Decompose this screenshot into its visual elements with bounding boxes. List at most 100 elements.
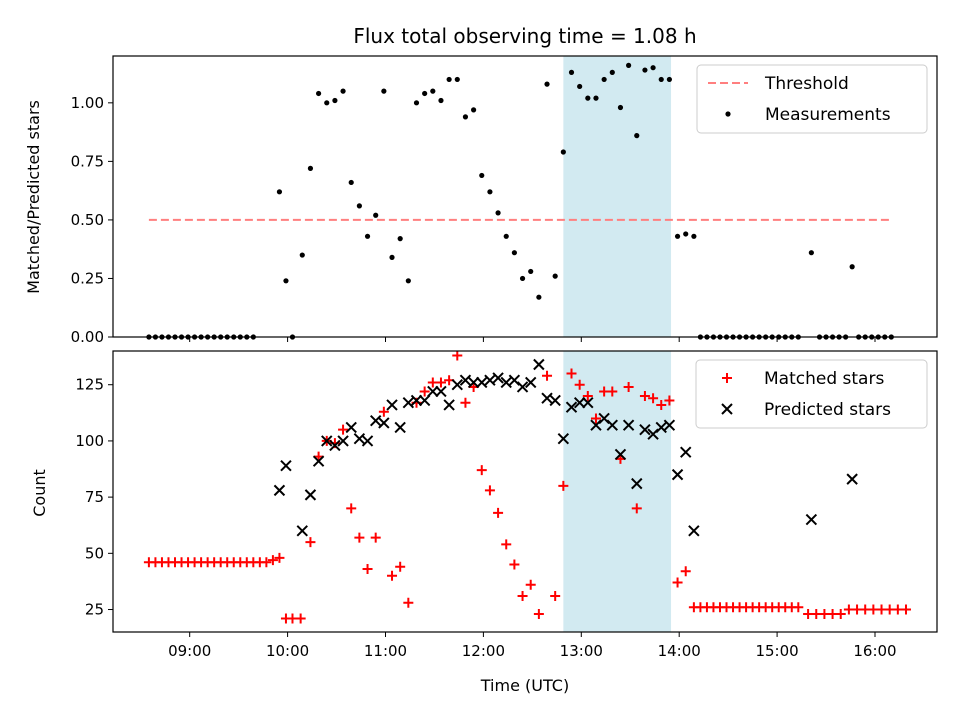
measurement-point [601, 76, 607, 83]
bottom-y-tick-label: 50 [85, 544, 104, 562]
matched-star-point [542, 370, 553, 381]
predicted-star-point [590, 419, 602, 431]
predicted-star-point [418, 394, 431, 407]
matched-star-point [362, 564, 373, 575]
bottom-y-tick-label: 100 [75, 432, 104, 450]
measurement-point [495, 210, 501, 216]
predicted-star-point [565, 401, 578, 413]
measurement-point [299, 252, 305, 258]
measurement-point [381, 88, 387, 94]
measurement-point [373, 212, 379, 218]
predicted-star-point [549, 394, 561, 407]
measurement-point [422, 90, 428, 97]
measurement-point [691, 233, 697, 239]
predicted-star-point [451, 379, 463, 391]
predicted-star-point [410, 394, 423, 407]
x-axis-label: Time (UTC) [480, 676, 569, 695]
legend-measurements-label: Measurements [765, 105, 891, 125]
predicted-star-point [500, 376, 512, 389]
predicted-star-point [273, 484, 286, 497]
predicted-star-point [805, 513, 818, 526]
matched-star-point [517, 591, 528, 602]
predicted-star-point [476, 376, 488, 389]
legend-predicted-swatch [721, 403, 733, 415]
matched-star-point [525, 579, 536, 590]
measurement-point [413, 100, 420, 106]
bottom-y-tick-label: 25 [85, 601, 104, 619]
matched-star-point [623, 381, 634, 392]
top-y-tick-label: 0.50 [71, 211, 104, 229]
matched-star-point [631, 503, 642, 514]
predicted-star-point [846, 473, 858, 485]
matched-star-point [590, 413, 601, 424]
measurement-point [471, 107, 477, 113]
predicted-star-point [516, 381, 529, 393]
predicted-star-point [353, 432, 366, 445]
predicted-star-point [321, 435, 333, 447]
matched-star-point [607, 386, 618, 397]
measurement-point [666, 76, 673, 83]
matched-star-point [835, 609, 846, 620]
measurement-point [405, 278, 411, 284]
bottom-axes-frame [112, 350, 938, 633]
matched-star-point [566, 368, 577, 379]
measurement-point [634, 133, 640, 139]
legend-measurement-swatch [725, 111, 731, 117]
predicted-star-point [386, 399, 398, 411]
predicted-star-point [484, 374, 496, 386]
predicted-star-point [329, 439, 341, 452]
matched-star-point [354, 532, 365, 543]
measurement-point [315, 90, 322, 97]
measurement-point [674, 233, 681, 239]
matched-star-point [558, 480, 569, 491]
measurement-point [577, 83, 583, 90]
predicted-star-point [663, 419, 676, 431]
matched-star-point [484, 485, 495, 496]
measurement-point [438, 97, 444, 104]
matched-star-point [680, 566, 691, 577]
measurement-point [479, 172, 485, 179]
top-y-tick-label: 0.25 [71, 269, 104, 287]
measurement-point [560, 149, 566, 155]
predicted-star-point [688, 525, 700, 537]
measurement-point [544, 81, 550, 87]
bottom-y-axis-label: Count [30, 469, 49, 517]
matched-star-point [476, 465, 487, 476]
measurement-point [364, 233, 371, 239]
measurement-point [593, 95, 599, 101]
measurement-point [528, 268, 534, 275]
matched-star-point [274, 552, 285, 563]
matched-star-point [648, 393, 659, 404]
legend-predicted-label: Predicted stars [764, 400, 891, 420]
x-tick-label: 10:00 [266, 642, 309, 660]
matched-star-point [900, 604, 911, 615]
measurement-point [552, 273, 558, 279]
matched-star-point [346, 503, 357, 514]
matched-star-point [387, 570, 398, 581]
measurement-point [389, 254, 395, 260]
top-y-tick-label: 0.00 [71, 328, 104, 346]
measurement-point [307, 165, 314, 171]
x-tick-label: 11:00 [364, 642, 407, 660]
predicted-star-point [639, 423, 651, 436]
matched-star-point [395, 561, 406, 572]
matched-star-point [550, 591, 561, 602]
predicted-star-point [533, 358, 545, 371]
matched-star-point [501, 539, 512, 550]
predicted-star-point [296, 525, 308, 537]
measurement-point [454, 76, 460, 83]
predicted-star-point [369, 414, 382, 427]
matched-star-point [305, 537, 316, 548]
predicted-star-point [492, 372, 504, 384]
bottom-panel: 09:00 10:00 11:00 12:00 13:00 14:00 15:00 16:00… [75, 350, 938, 660]
measurement-point [397, 236, 403, 242]
measurement-point [462, 114, 469, 120]
predicted-star-point [525, 376, 537, 389]
chart-title: Flux total observing time = 1.08 h [353, 24, 696, 48]
measurement-point [609, 69, 615, 75]
measurement-point [430, 88, 436, 94]
matched-star-point [338, 424, 349, 435]
predicted-star-point [402, 396, 415, 409]
bottom-y-tick-label: 125 [75, 376, 104, 394]
